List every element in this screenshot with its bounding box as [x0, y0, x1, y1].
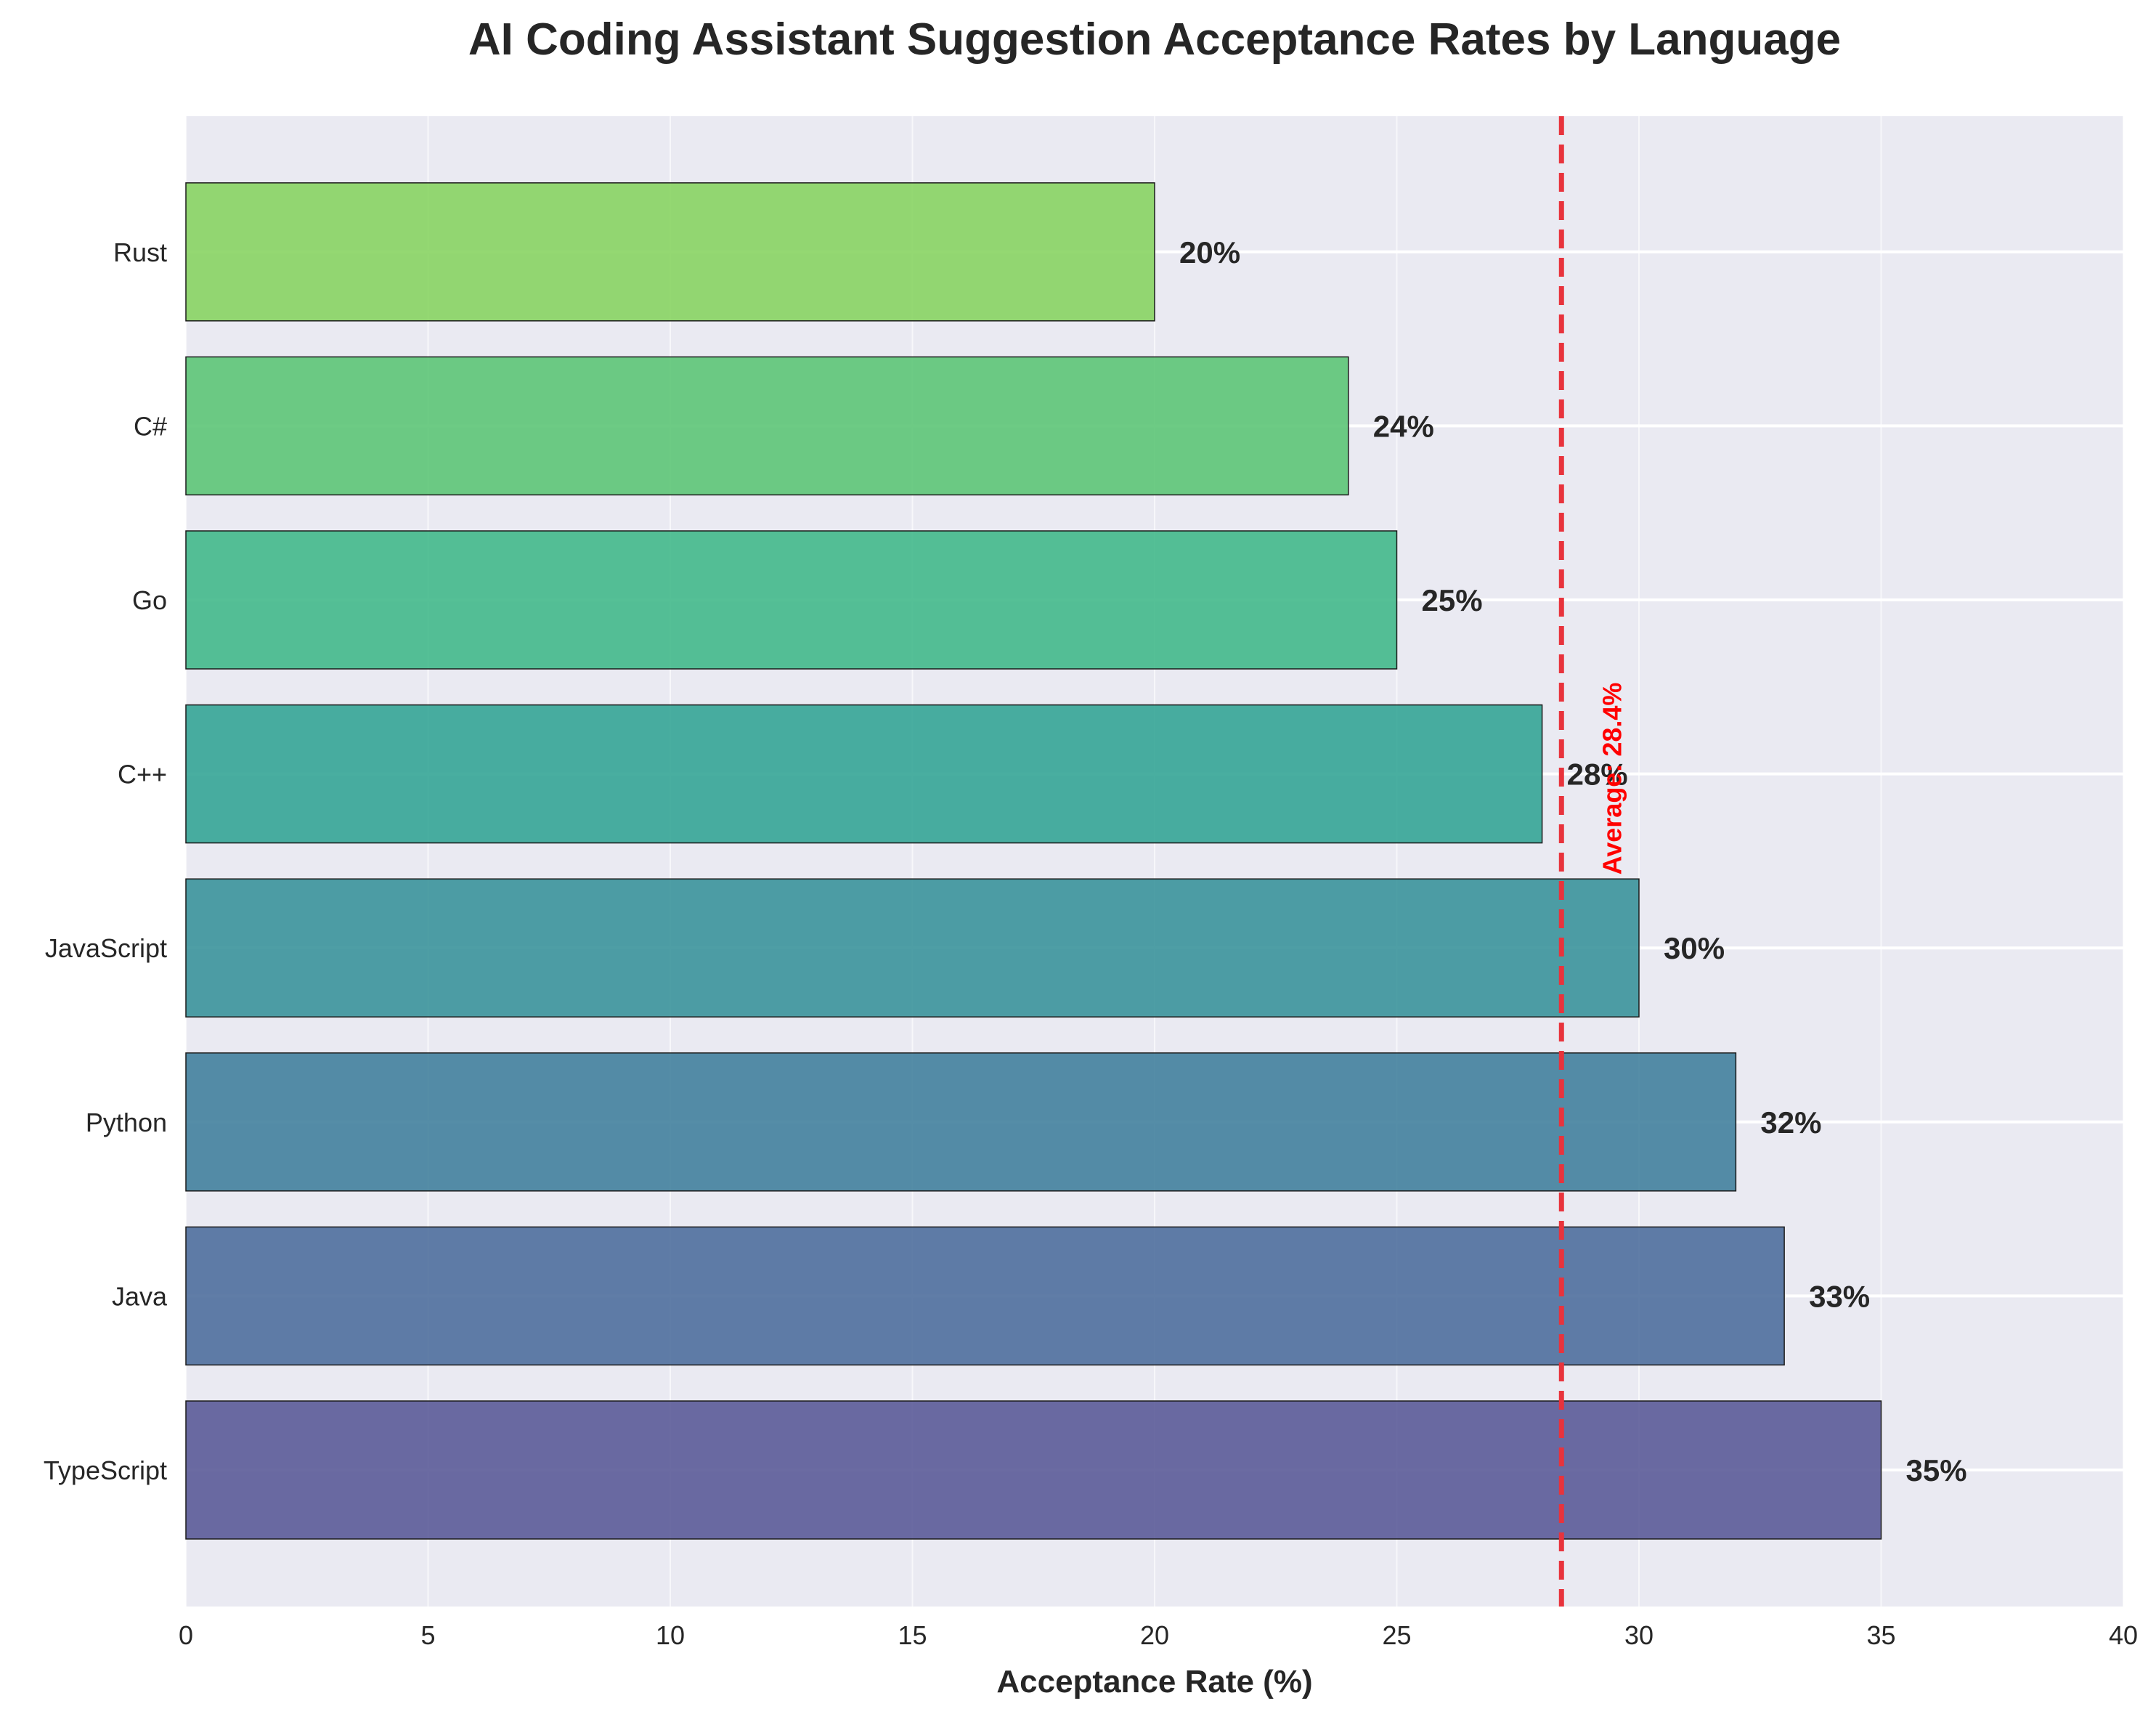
data-label: 33%: [1809, 1279, 1870, 1313]
x-tick-label: 35: [1866, 1620, 1895, 1650]
bar-typescript: [185, 1400, 1882, 1540]
x-tick-label: 0: [179, 1620, 193, 1650]
chart-title: AI Coding Assistant Suggestion Acceptanc…: [468, 15, 1841, 65]
y-tick-label: TypeScript: [44, 1455, 167, 1485]
bar-javascript: [185, 878, 1640, 1018]
data-label: 24%: [1373, 409, 1434, 443]
x-tick-label: 5: [420, 1620, 435, 1650]
data-label: 25%: [1422, 583, 1483, 617]
average-layer: Average: 28.4%: [1558, 116, 1627, 1607]
average-label: Average: 28.4%: [1597, 683, 1627, 875]
y-tick-label: Rust: [113, 237, 167, 267]
bar-java: [185, 1226, 1785, 1366]
bar-rust: [185, 182, 1155, 322]
bar-python: [185, 1052, 1737, 1192]
data-label: 20%: [1179, 235, 1240, 269]
x-tick-label: 10: [656, 1620, 685, 1650]
bar-c-: [185, 704, 1543, 844]
y-tick-label: C++: [118, 760, 167, 789]
x-tick-label: 30: [1624, 1620, 1653, 1650]
y-tick-label: Go: [132, 585, 167, 615]
x-tick-label: 15: [898, 1620, 927, 1650]
y-tick-label: C#: [134, 411, 167, 441]
y-tick-label: Java: [112, 1281, 168, 1311]
y-tick-label: Python: [86, 1108, 167, 1137]
data-label: 32%: [1760, 1105, 1821, 1140]
x-tick-label: 25: [1382, 1620, 1411, 1650]
data-label: 28%: [1567, 758, 1628, 792]
y-tick-label: JavaScript: [45, 933, 167, 963]
bar-go: [185, 530, 1398, 670]
x-axis-ticks: 0 5 10 15 20 25 30 35 40: [179, 1620, 2138, 1650]
data-label: 30%: [1664, 931, 1725, 965]
x-tick-label: 40: [2109, 1620, 2138, 1650]
bar-c-: [185, 356, 1349, 496]
x-tick-label: 20: [1140, 1620, 1169, 1650]
y-axis-ticks: TypeScript Java Python JavaScript C++ Go C# Rus…: [44, 237, 168, 1485]
x-axis-label: Acceptance Rate (%): [996, 1664, 1312, 1699]
data-label: 35%: [1906, 1453, 1967, 1487]
bars-layer: 35% 33% 32% 30% 28% 25% 24% 20%: [185, 182, 1967, 1540]
